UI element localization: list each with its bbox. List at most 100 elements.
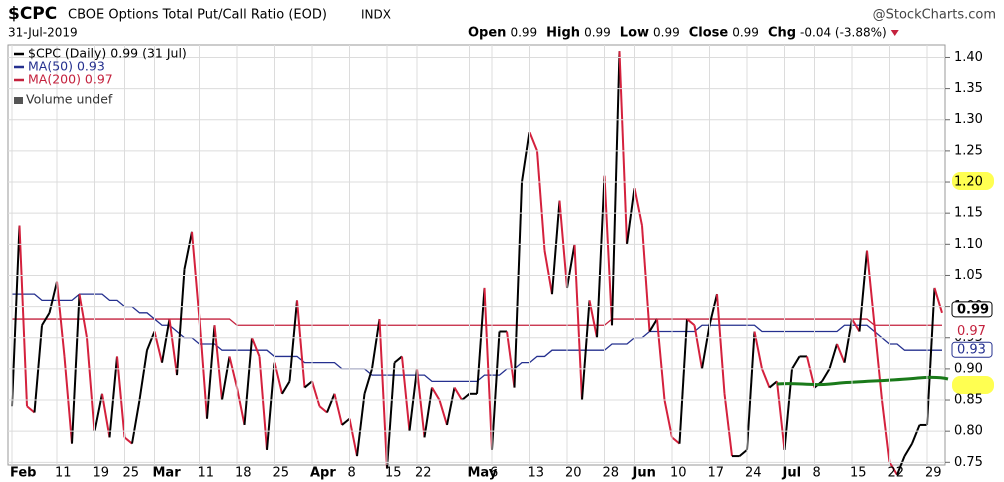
quote-label: Low — [620, 26, 649, 41]
price-segment — [843, 318, 853, 363]
price-segment — [476, 287, 486, 394]
legend-label: $CPC (Daily) 0.99 (31 Jul) — [28, 46, 187, 61]
price-segment — [543, 250, 553, 295]
price-segment — [251, 337, 261, 357]
price-segment — [401, 356, 411, 432]
x-tick-label: 24 — [745, 466, 762, 481]
x-tick-label: 20 — [565, 466, 582, 481]
price-segment — [131, 399, 141, 444]
price-segment — [221, 356, 231, 401]
price-segment — [663, 399, 673, 438]
plot-frame — [7, 44, 946, 466]
x-tick-label: 28 — [603, 466, 620, 481]
date: 31-Jul-2019 — [8, 26, 78, 40]
exchange: INDX — [361, 8, 391, 22]
y-tick-label: 0.85 — [954, 393, 983, 408]
x-tick-label: 11 — [55, 466, 72, 481]
chg-value: -0.04 (-3.88%) — [800, 26, 887, 40]
price-segment — [26, 405, 36, 414]
highlight — [952, 172, 994, 190]
price-segment — [611, 51, 621, 326]
price-segment — [528, 131, 538, 152]
price-segment — [678, 318, 688, 444]
price-segment — [93, 393, 103, 432]
x-tick-label: 19 — [93, 466, 110, 481]
y-tick-label: 1.35 — [954, 81, 983, 96]
y-tick-label: 0.75 — [954, 455, 983, 470]
price-segment — [288, 300, 298, 382]
price-segment — [453, 387, 463, 401]
annotation-line — [776, 375, 949, 387]
price-segment — [806, 356, 816, 388]
x-tick-label: 6 — [490, 466, 498, 481]
value-tag-box — [951, 341, 993, 358]
price-segment — [926, 287, 936, 425]
price-segment — [48, 281, 58, 314]
price-segment — [206, 325, 216, 419]
volume-icon — [14, 97, 23, 104]
price-segment — [903, 443, 913, 457]
x-tick-label: 25 — [273, 466, 290, 481]
price-segment — [506, 331, 516, 388]
x-tick-label: 10 — [670, 466, 687, 481]
ma-line — [12, 318, 942, 326]
price-segment — [858, 250, 868, 332]
price-segment — [123, 436, 133, 445]
symbol: $CPC — [8, 4, 57, 24]
price-segment — [596, 175, 606, 338]
price-segment — [701, 325, 711, 370]
price-segment — [341, 417, 351, 426]
price-segment — [513, 181, 523, 388]
x-tick-label: 8 — [813, 466, 821, 481]
price-segment — [416, 368, 426, 438]
price-segment — [146, 331, 156, 351]
price-segment — [633, 188, 643, 226]
x-tick-label: 8 — [348, 466, 356, 481]
down-arrow — [890, 30, 899, 36]
price-segment — [716, 294, 726, 394]
price-segment — [768, 380, 778, 389]
price-segment — [386, 362, 396, 469]
price-segment — [866, 250, 876, 326]
price-segment — [363, 368, 373, 395]
highlight — [952, 376, 994, 394]
price-segment — [753, 331, 763, 370]
y-tick-label: 0.80 — [954, 424, 983, 439]
price-segment — [648, 318, 658, 333]
y-tick-label: 1.15 — [954, 206, 983, 221]
price-segment — [933, 287, 943, 314]
price-segment — [18, 225, 28, 407]
price-segment — [626, 188, 636, 245]
y-tick-label: 1.10 — [954, 237, 983, 252]
price-segment — [56, 281, 66, 357]
price-segment — [266, 362, 276, 450]
price-segment — [536, 150, 546, 251]
price-segment — [438, 399, 448, 426]
price-segment — [296, 300, 306, 388]
legend-label: MA(50) 0.93 — [28, 59, 105, 74]
price-segment — [446, 387, 456, 426]
value-tag: 0.93 — [957, 343, 986, 358]
price-segment — [836, 343, 846, 364]
price-segment — [236, 387, 246, 426]
price-segment — [708, 293, 718, 326]
price-segment — [618, 51, 628, 245]
price-segment — [273, 362, 283, 395]
x-tick-label: 17 — [708, 466, 725, 481]
price-segment — [371, 318, 381, 370]
value-tag-box — [952, 323, 992, 339]
value-tag: 0.97 — [957, 324, 986, 339]
price-segment — [641, 225, 651, 332]
price-segment — [333, 393, 343, 426]
price-segment — [761, 368, 771, 388]
x-tick-label: 22 — [415, 466, 432, 481]
price-segment — [78, 293, 88, 338]
price-segment — [551, 200, 561, 295]
price-segment — [11, 225, 21, 407]
price-segment — [153, 331, 163, 363]
x-tick-label: 15 — [385, 466, 402, 481]
price-segment — [138, 350, 148, 401]
x-tick-label: 18 — [235, 466, 252, 481]
price-segment — [431, 387, 441, 401]
x-tick-label: Feb — [10, 466, 36, 481]
